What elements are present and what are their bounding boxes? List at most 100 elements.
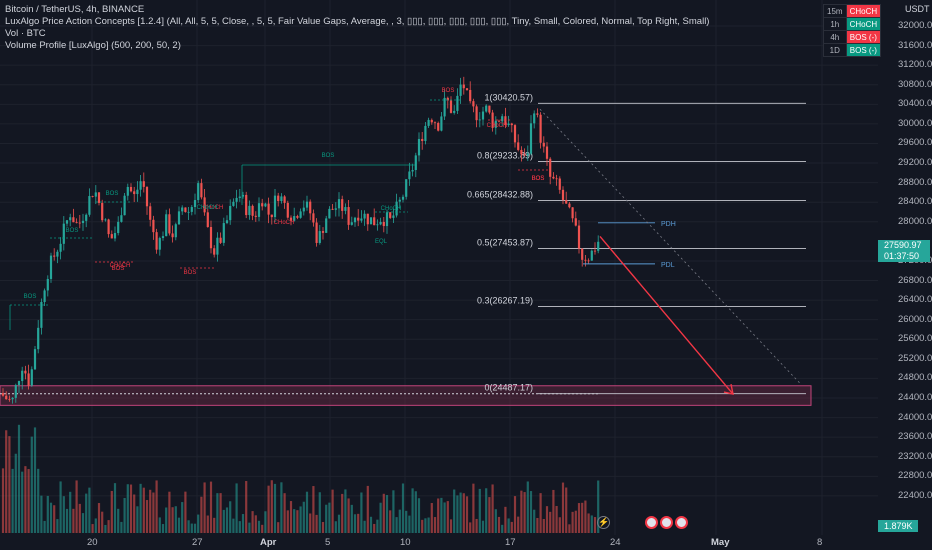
candle-body <box>443 97 446 117</box>
volume-profile-title[interactable]: Volume Profile [LuxAlgo] (500, 200, 50, … <box>5 40 181 51</box>
volume-bar <box>158 517 161 533</box>
candle-body <box>379 221 382 225</box>
volume-bar <box>347 498 350 533</box>
structure-label: BOS <box>532 176 545 182</box>
volume-bar <box>478 488 481 533</box>
candle-body <box>81 220 85 224</box>
volume-bar <box>161 524 165 533</box>
volume-bar <box>299 506 302 533</box>
volume-bar <box>81 513 85 533</box>
volume-bar <box>590 515 593 533</box>
candle-body <box>456 95 459 111</box>
candle-body <box>593 250 597 252</box>
candle-body <box>69 217 72 221</box>
volume-bar <box>187 520 190 533</box>
volume-bar <box>545 506 549 533</box>
volume-bar <box>587 513 590 533</box>
time-axis[interactable]: 20 27 Apr 5 10 17 24 May 8 <box>0 535 878 550</box>
volume-bar <box>261 524 264 533</box>
time-tick-label: 20 <box>87 537 98 548</box>
volume-bar <box>369 516 373 533</box>
candle-body <box>139 181 142 190</box>
candle-body <box>261 203 264 207</box>
candle-body <box>574 218 577 226</box>
candle-body <box>59 243 62 252</box>
earnings-icon[interactable] <box>645 516 658 529</box>
price-tick-label: 29600.00 <box>898 137 932 149</box>
candle-body <box>481 111 485 120</box>
candle-body <box>328 208 331 219</box>
candle-body <box>424 125 427 142</box>
candle-body <box>453 110 456 113</box>
candle-body <box>536 113 539 115</box>
price-tick-label: 22800.00 <box>898 470 932 482</box>
volume-bar <box>168 491 171 533</box>
price-axis[interactable]: USDT 32000.00 31600.00 31200.00 30800.00 304… <box>878 0 932 550</box>
volume-bar <box>405 510 408 533</box>
candle-body <box>280 196 283 202</box>
earnings-icon[interactable] <box>675 516 688 529</box>
volume-bar <box>203 482 206 533</box>
candle-body <box>193 200 197 208</box>
currency-label: USDT <box>905 4 930 14</box>
candle-body <box>200 183 203 198</box>
structure-label: CHoCH <box>197 205 218 211</box>
volume-bar <box>145 500 149 533</box>
price-tick-label: 28800.00 <box>898 176 932 188</box>
candle-body <box>171 233 174 238</box>
mtf-timeframe: 1D <box>823 43 847 57</box>
volume-bar <box>155 480 158 533</box>
price-tick-label: 26800.00 <box>898 274 932 286</box>
volume-bar <box>315 514 318 533</box>
volume-bar <box>296 510 299 533</box>
symbol-title[interactable]: Bitcoin / TetherUS, 4h, BINANCE <box>5 4 145 15</box>
volume-bar <box>8 436 11 533</box>
volume-bar <box>491 484 494 533</box>
market-structure: BOSBOSBOSBOSCHoCHCHoCHCHoCHBOSCHoCHBOSCH… <box>9 88 550 330</box>
fibonacci-retracement[interactable]: 1(30420.57) 0.8(29233.89) 0.665(28432.88) 0… <box>467 92 806 395</box>
volume-bar <box>408 515 411 533</box>
candle-body <box>337 199 341 209</box>
candle-body <box>376 224 379 226</box>
volume-bar <box>593 517 597 533</box>
lightning-icon[interactable]: ⚡ <box>597 516 610 529</box>
price-tick-label: 30000.00 <box>898 117 932 129</box>
price-tick-label: 24400.00 <box>898 392 932 403</box>
candle-body <box>321 231 325 233</box>
candle-body <box>555 178 558 180</box>
volume-bar <box>517 516 520 533</box>
mtf-timeframe: 15m <box>823 4 847 18</box>
volume-bar <box>113 483 117 533</box>
volume-title[interactable]: Vol · BTC <box>5 28 46 39</box>
candle-body <box>248 205 251 216</box>
volume-bar <box>219 493 222 533</box>
candle-body <box>344 207 347 211</box>
candle-body <box>62 223 65 244</box>
volume-bar <box>337 514 341 533</box>
volume-bar <box>395 517 398 533</box>
earnings-icon[interactable] <box>660 516 673 529</box>
user-drawings[interactable]: PDH PDL <box>539 108 801 396</box>
indicator-title[interactable]: LuxAlgo Price Action Concepts [1.2.4] (A… <box>5 16 710 27</box>
fib-level-label: 0.8(29233.89) <box>477 150 533 160</box>
volume-bar <box>14 453 17 533</box>
fib-level-label: 0.3(26267.19) <box>477 296 533 306</box>
candle-body <box>187 211 190 213</box>
volume-bar <box>385 495 389 533</box>
candle-body <box>283 196 286 203</box>
candle-body <box>504 116 507 126</box>
structure-label: CHoCH <box>487 123 508 129</box>
time-tick-label: 8 <box>817 537 823 548</box>
candle-body <box>254 215 257 217</box>
volume-bar <box>302 501 305 533</box>
volume-bar <box>581 502 584 533</box>
candle-body <box>507 123 510 126</box>
volume-bar <box>401 483 405 533</box>
candle-body <box>430 119 433 123</box>
candle-body <box>123 195 126 216</box>
candle-body <box>113 233 117 239</box>
price-tick-label: 31200.00 <box>898 59 932 71</box>
candle-body <box>398 199 401 202</box>
volume-bar <box>488 497 491 533</box>
